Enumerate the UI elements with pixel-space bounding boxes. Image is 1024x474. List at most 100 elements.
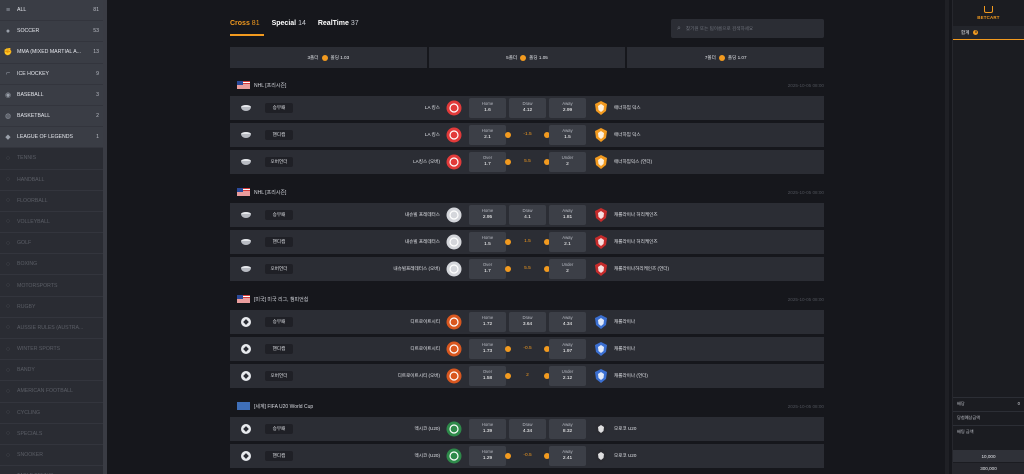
league-name: NHL [프리시즌]: [254, 82, 287, 89]
sidebar-item-aussie-rules-austra[interactable]: ○ AUSSIE RULES (AUSTRA...: [0, 318, 103, 339]
sidebar-item-label: CYCLING: [17, 409, 41, 416]
sidebar-item-motorsports[interactable]: ○ MOTORSPORTS: [0, 275, 103, 297]
odds-home-button[interactable]: Over 1.7: [469, 152, 506, 172]
ball-shape: [240, 424, 251, 434]
cart-bet-amount-line[interactable]: 배팅 금액: [953, 425, 1024, 437]
sidebar-item-mma-mixed-martial-a[interactable]: ✊ MMA (MIXED MARTIAL A... 13: [0, 42, 103, 64]
odds-away-button[interactable]: Under 2: [549, 152, 586, 172]
odds-home-button[interactable]: Home 2.1: [469, 125, 506, 145]
sidebar-item-table-tennis[interactable]: ○TABLE TENNIS: [0, 466, 103, 474]
odds-draw-button[interactable]: Draw 4.1: [509, 205, 546, 225]
tab-realtime[interactable]: RealTime 37: [318, 20, 359, 27]
odds-away-button[interactable]: Away 1.5: [549, 125, 586, 145]
odds-draw-button[interactable]: Draw 3.64: [509, 312, 546, 332]
sidebar-item-league-of-legends[interactable]: ◆ LEAGUE OF LEGENDS 1: [0, 127, 103, 149]
line-indicator-icon: [544, 373, 550, 379]
line-indicator-icon: [544, 266, 550, 272]
sidebar-item-all[interactable]: ≡ ALL 81: [0, 0, 103, 22]
sidebar-item-basketball[interactable]: ◍ BASKETBALL 2: [0, 105, 103, 128]
odds-away-button[interactable]: Away 2.1: [549, 232, 586, 252]
amount-button-300000[interactable]: 300,000: [953, 463, 1024, 474]
sidebar-item-count: 81: [93, 7, 99, 14]
sidebar-item-boxing[interactable]: ○ BOXING: [0, 254, 103, 276]
cycling-icon: ○: [5, 409, 11, 417]
sidebar-item-label: TENNIS: [17, 155, 37, 162]
sidebar-item-baseball[interactable]: ◉ BASEBALL 3: [0, 84, 103, 106]
league-header: NHL [프리시즌] 2025-10-05 08:00: [230, 78, 824, 92]
odds-label: Under: [561, 262, 574, 267]
away-team-name: 캐롤라이나: [614, 346, 636, 351]
away-team-logo: [592, 313, 609, 330]
odds-home-button[interactable]: Home 1.6: [469, 98, 506, 118]
market-tabs: Cross 81 Special 14 RealTime 37: [230, 20, 359, 27]
tab-cross[interactable]: Cross 81: [230, 20, 260, 27]
line-indicator-icon: [505, 373, 511, 379]
odds-value: 1.5: [524, 239, 531, 244]
sidebar-scrollbar[interactable]: [103, 0, 107, 474]
odds-home-button[interactable]: Over 1.58: [469, 366, 506, 386]
away-team-name: 애너하임 덕스: [614, 105, 641, 110]
sidebar-item-tennis[interactable]: ○ TENNIS: [0, 148, 103, 170]
sidebar-item-soccer[interactable]: ● SOCCER 53: [0, 21, 103, 43]
cart-summary-tab[interactable]: 합계 0: [953, 26, 1024, 40]
search-input[interactable]: ⌕ 찾기원 또는 팀이름으로 검색하세요: [671, 19, 824, 38]
odds-away-button[interactable]: Under 2: [549, 259, 586, 279]
home-team-logo: [445, 206, 462, 223]
odds-home-button[interactable]: Home 1.5: [469, 232, 506, 252]
odds-draw-button[interactable]: Draw 4.34: [509, 419, 546, 439]
handicap-line: 2: [509, 366, 546, 386]
odds-home-button[interactable]: Home 2.95: [469, 205, 506, 225]
sidebar-item-snooker[interactable]: ○ SNOOKER: [0, 445, 103, 467]
odds-away-button[interactable]: Away 1.97: [549, 339, 586, 359]
us-flag-icon: [237, 295, 250, 303]
sidebar-item-label: SPECIALS: [17, 430, 43, 437]
odds-away-button[interactable]: Under 2.12: [549, 366, 586, 386]
odds-home-button[interactable]: Home 1.29: [469, 446, 506, 466]
combo-bonus-3: 3폴더 폴딩 1.03: [230, 47, 427, 68]
odds-value: 1.58: [482, 376, 493, 381]
combo-bonus: 폴딩 1.03: [330, 54, 350, 60]
odds-label: Draw: [522, 208, 533, 213]
sidebar-item-ice-hockey[interactable]: ⌐ ICE HOCKEY 9: [0, 63, 103, 85]
sidebar-item-handball[interactable]: ○ HANDBALL: [0, 170, 103, 191]
sidebar-item-volleyball[interactable]: ○ VOLLEYBALL: [0, 212, 103, 234]
odds-away-button[interactable]: Away 1.81: [549, 205, 586, 225]
odds-home-button[interactable]: Over 1.7: [469, 259, 506, 279]
odds-away-button[interactable]: Away 2.41: [549, 446, 586, 466]
sidebar-item-cycling[interactable]: ○ CYCLING: [0, 403, 103, 424]
sidebar-item-american-football[interactable]: ○ AMERICAN FOOTBALL: [0, 381, 103, 403]
odds-away-button[interactable]: Away 8.32: [549, 419, 586, 439]
away-team-logo: [592, 153, 609, 170]
sidebar-item-rugby[interactable]: ○ RUGBY: [0, 297, 103, 318]
odds-home-button[interactable]: Home 1.39: [469, 419, 506, 439]
sidebar-scrollbar-thumb[interactable]: [103, 0, 107, 474]
odds-home-button[interactable]: Home 1.72: [469, 312, 506, 332]
sidebar-item-floorball[interactable]: ○ FLOORBALL: [0, 191, 103, 212]
sidebar-item-golf[interactable]: ○ GOLF: [0, 233, 103, 255]
odds-label: Away: [562, 235, 573, 240]
combo-bonus-7: 7폴더 폴딩 1.07: [627, 47, 825, 68]
odds-value: 2.1: [564, 242, 571, 247]
amount-button-10000[interactable]: 10,000: [953, 450, 1024, 462]
combo-bonus: 폴딩 1.07: [727, 54, 747, 60]
odds-away-button[interactable]: Away 2.99: [549, 98, 586, 118]
odds-home-button[interactable]: Home 1.73: [469, 339, 506, 359]
sidebar-item-bandy[interactable]: ○ BANDY: [0, 360, 103, 382]
tab-special[interactable]: Special 14: [272, 20, 306, 27]
odds-value: 2: [566, 162, 569, 167]
specials-icon: ○: [5, 430, 11, 438]
odds-away-button[interactable]: Away 4.34: [549, 312, 586, 332]
main-scrollbar[interactable]: [945, 0, 949, 474]
sidebar-item-specials[interactable]: ○ SPECIALS: [0, 424, 103, 445]
sidebar-item-label: WINTER SPORTS: [17, 346, 61, 353]
sidebar-item-label: RUGBY: [17, 303, 36, 310]
odds-label: Away: [562, 342, 573, 347]
home-team-name: 디트로이트시티: [410, 346, 440, 351]
hockey-puck-icon: [240, 237, 251, 247]
odds-draw-button[interactable]: Draw 4.12: [509, 98, 546, 118]
sidebar-item-winter-sports[interactable]: ○ WINTER SPORTS: [0, 339, 103, 361]
sidebar-item-label: ALL: [17, 7, 27, 14]
league-start-time: 2025-10-05 08:00: [787, 82, 824, 88]
league-start-time: 2025-10-05 08:00: [787, 296, 824, 302]
